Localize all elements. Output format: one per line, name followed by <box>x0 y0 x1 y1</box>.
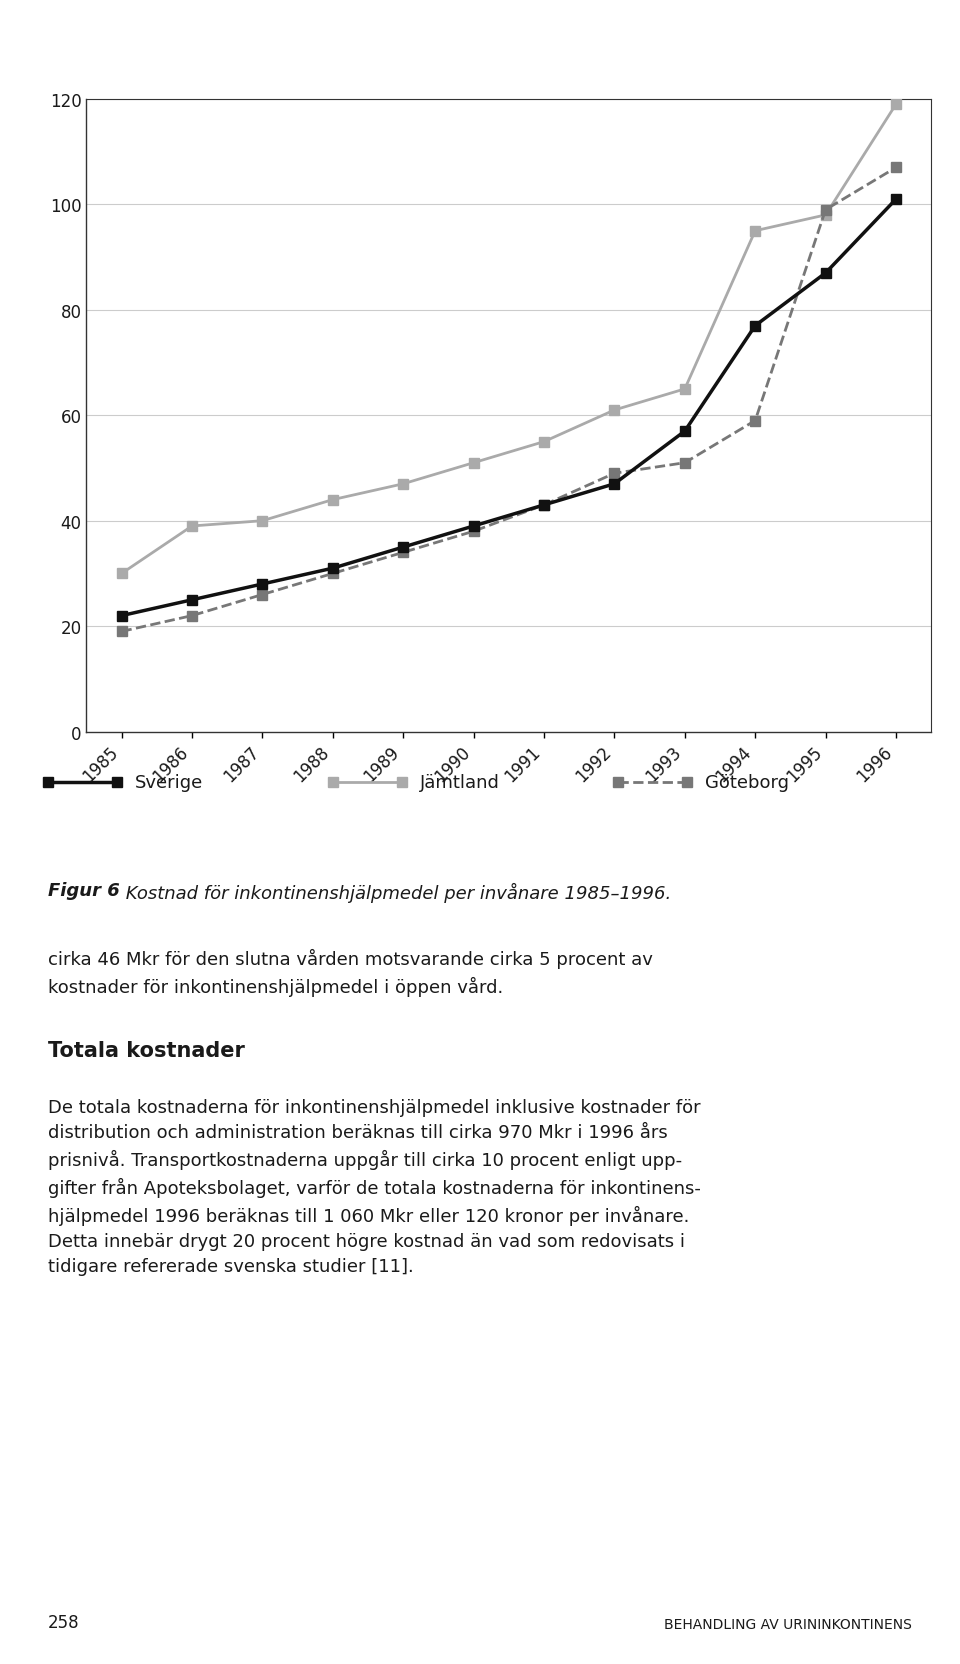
Text: Jämtland: Jämtland <box>420 774 499 790</box>
Text: 258: 258 <box>48 1612 80 1631</box>
Text: Göteborg: Göteborg <box>705 774 789 790</box>
Text: cirka 46 Mkr för den slutna vården motsvarande cirka 5 procent av
kostnader för : cirka 46 Mkr för den slutna vården motsv… <box>48 948 653 997</box>
Text: Sverige: Sverige <box>134 774 203 790</box>
Text: De totala kostnaderna för inkontinenshjälpmedel inklusive kostnader för
distribu: De totala kostnaderna för inkontinenshjä… <box>48 1098 701 1276</box>
Text: Kostnad för inkontinenshjälpmedel per invånare 1985–1996.: Kostnad för inkontinenshjälpmedel per in… <box>120 882 671 902</box>
Text: Totala kostnader: Totala kostnader <box>48 1040 245 1060</box>
Text: Figur 6: Figur 6 <box>48 882 120 900</box>
Text: BEHANDLING AV URININKONTINENS: BEHANDLING AV URININKONTINENS <box>664 1617 912 1631</box>
